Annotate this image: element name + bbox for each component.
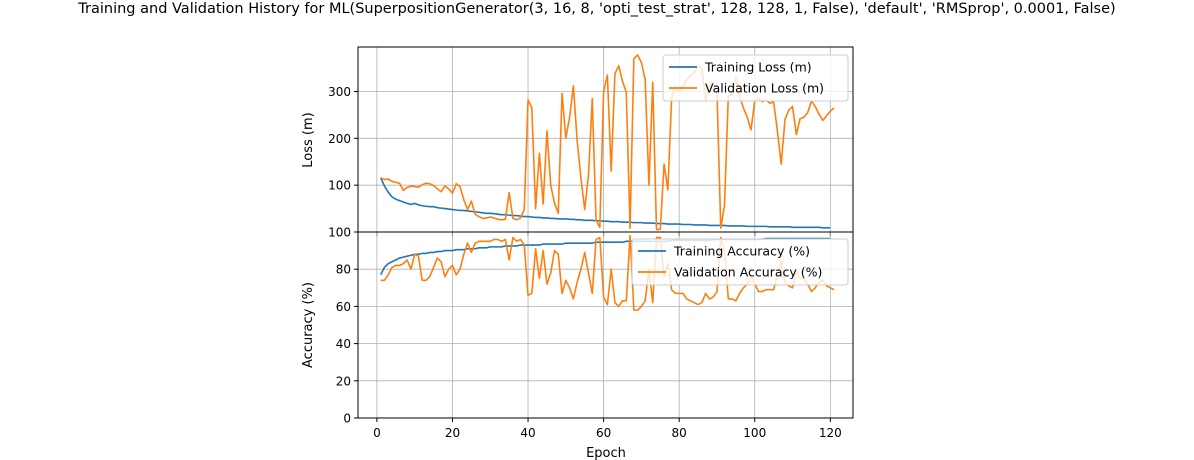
accuracy-y-tick-label: 20 [336, 374, 351, 388]
loss-y-tick-label: 100 [328, 179, 351, 193]
loss-legend: Training Loss (m) Validation Loss (m) [662, 54, 849, 102]
accuracy-ticks: 0 20 40 60 80 100 120 0 20 40 60 80 100 [328, 226, 854, 440]
loss-y-tick-label: 200 [328, 132, 351, 146]
legend-label-training-loss-m: Training Loss (m) [704, 60, 812, 75]
accuracy-y-tick-label: 0 [343, 412, 351, 426]
legend-label-validation-loss-m: Validation Loss (m) [705, 81, 824, 96]
accuracy-y-tick-label: 80 [336, 263, 351, 277]
accuracy-legend: Training Accuracy (%) Validation Accuracy… [631, 238, 849, 286]
x-axis-label: Epoch [586, 446, 626, 460]
series-validation-accuracy [380, 234, 835, 311]
loss-y-tick-label: 300 [328, 85, 351, 99]
accuracy-axes-frame [357, 231, 854, 419]
series-training-loss-m [379, 177, 831, 229]
chart-title: Training and Validation History for ML(S… [77, 1, 1115, 17]
loss-y-axis-label: Loss (m) [301, 112, 316, 167]
accuracy-panel: 0 20 40 60 80 100 120 0 20 40 60 80 100 Accuracy (%)… [301, 226, 854, 460]
x-tick-label: 20 [445, 426, 460, 440]
accuracy-y-tick-label: 60 [336, 300, 351, 314]
x-tick-label: 120 [819, 426, 842, 440]
loss-legend-box [662, 54, 849, 102]
x-tick-label: 60 [596, 426, 611, 440]
x-tick-label: 80 [672, 426, 687, 440]
x-tick-label: 0 [373, 426, 381, 440]
accuracy-y-tick-label: 40 [336, 337, 351, 351]
x-tick-label: 40 [520, 426, 535, 440]
legend-label-training-accuracy: Training Accuracy (%) [673, 244, 810, 259]
accuracy-y-axis-label: Accuracy (%) [301, 282, 316, 368]
x-tick-label: 100 [743, 426, 766, 440]
accuracy-legend-box [631, 238, 849, 286]
loss-panel: 100 200 300 Loss (m) Training Loss (m) Vali… [301, 46, 854, 236]
legend-label-validation-accuracy: Validation Accuracy (%) [674, 265, 822, 280]
accuracy-y-tick-label: 100 [328, 226, 351, 240]
